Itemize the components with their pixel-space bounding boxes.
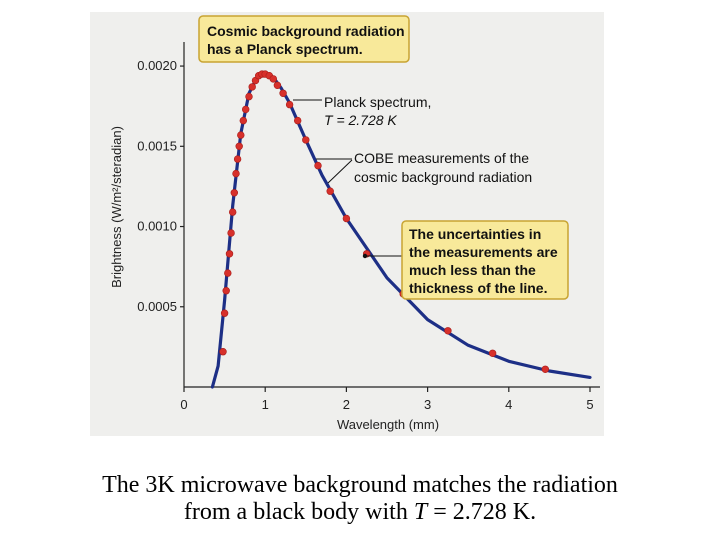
chart-title-line1: Cosmic background radiation <box>207 23 405 39</box>
x-tick-label: 3 <box>424 397 431 412</box>
caption-line-2: from a black body with T = 2.728 K. <box>0 499 720 526</box>
cobe-measurement-point <box>248 83 256 91</box>
cobe-measurement-point <box>541 365 549 373</box>
cobe-measurement-point <box>488 349 497 357</box>
x-tick-label: 5 <box>586 397 593 412</box>
cobe-measurement-point <box>230 189 239 197</box>
cobe-label-line1: COBE measurements of the <box>354 150 529 166</box>
y-tick-label: 0.0010 <box>137 219 177 234</box>
cobe-measurement-point <box>273 81 282 90</box>
cobe-measurement-point <box>227 229 235 237</box>
cobe-measurement-point <box>245 92 253 101</box>
x-axis-title: Wavelength (mm) <box>337 417 439 432</box>
cobe-measurement-point <box>342 214 351 223</box>
title-callout: Cosmic background radiation has a Planck… <box>198 15 410 63</box>
cobe-measurement-point <box>224 269 232 277</box>
cobe-measurement-point <box>269 75 277 83</box>
planck-label: Planck spectrum, T = 2.728 K <box>293 94 431 128</box>
cobe-measurement-point <box>235 142 243 151</box>
uncertainty-line3: much less than the <box>409 262 536 278</box>
cobe-label: COBE measurements of the cosmic backgrou… <box>316 150 532 185</box>
y-tick-label: 0.0015 <box>137 138 177 153</box>
cobe-measurement-point <box>219 348 227 356</box>
cobe-measurement-point <box>314 161 322 170</box>
cobe-measurement-point <box>229 208 237 216</box>
caption-line-2-prefix: from a black body with <box>183 499 414 525</box>
cobe-measurement-point <box>242 105 250 114</box>
uncertainty-callout: The uncertainties in the measurements ar… <box>362 220 569 300</box>
cobe-measurement-point <box>326 187 334 195</box>
cobe-measurement-point <box>444 327 452 335</box>
cobe-measurement-point <box>220 309 229 317</box>
cobe-leader-line-2 <box>327 159 353 184</box>
cobe-measurement-point <box>237 131 245 139</box>
cobe-measurement-point <box>302 136 310 144</box>
cobe-label-line2: cosmic background radiation <box>354 169 532 185</box>
caption-line-1: The 3K microwave background matches the … <box>102 472 618 498</box>
caption-line-2-suffix: = 2.728 K. <box>427 499 537 525</box>
axes: 0 1 2 3 4 5 0.0005 0.0010 0.0015 0.0020 <box>137 42 600 412</box>
chart-title-line2: has a Planck spectrum. <box>207 41 363 57</box>
x-tick-label: 4 <box>505 397 512 412</box>
planck-label-line1: Planck spectrum, <box>324 94 431 110</box>
uncertainty-line1: The uncertainties in <box>409 226 541 242</box>
caption-temperature-variable: T <box>413 499 428 525</box>
figure-caption: The 3K microwave background matches the … <box>0 472 720 526</box>
x-tick-label: 2 <box>343 397 350 412</box>
y-tick-label: 0.0005 <box>137 299 177 314</box>
cobe-measurement-point <box>232 169 240 178</box>
x-tick-label: 0 <box>180 397 187 412</box>
planck-label-line2: T = 2.728 K <box>324 112 397 128</box>
cobe-measurement-point <box>239 116 248 125</box>
cobe-measurement-point <box>233 155 242 163</box>
uncertainty-line4: thickness of the line. <box>409 280 547 296</box>
uncertainty-line2: the measurements are <box>409 244 558 260</box>
y-axis-title: Brightness (W/m²/steradian) <box>109 126 124 288</box>
cobe-measurement-point <box>279 89 287 98</box>
title-callout-box <box>198 15 410 63</box>
cobe-measurement-point <box>222 287 230 295</box>
uncertainty-callout-box <box>401 220 569 300</box>
y-tick-label: 0.0020 <box>137 58 177 73</box>
cobe-measurement-point <box>285 100 294 109</box>
x-tick-label: 1 <box>262 397 269 412</box>
cobe-measurement-point <box>225 250 234 258</box>
uncertainty-leader-dot <box>362 253 368 259</box>
cobe-measurement-point <box>294 116 302 125</box>
